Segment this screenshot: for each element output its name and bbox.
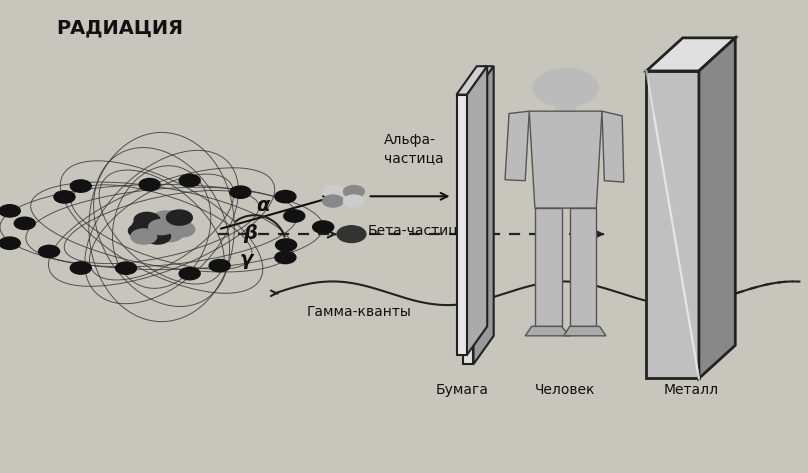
Circle shape [166,210,192,225]
Polygon shape [570,208,596,326]
Circle shape [157,227,183,242]
Circle shape [145,217,170,232]
Circle shape [343,195,364,207]
Circle shape [15,217,36,229]
Polygon shape [535,208,562,326]
Text: Бета-частица: Бета-частица [368,223,467,237]
Circle shape [169,222,195,237]
Bar [463,95,473,364]
Polygon shape [699,38,735,378]
Circle shape [276,239,297,251]
Circle shape [131,229,157,244]
Circle shape [0,205,20,217]
Text: α: α [256,196,269,215]
Polygon shape [646,38,735,71]
Bar [556,102,575,111]
Circle shape [322,195,343,207]
Circle shape [313,221,334,233]
Text: Металл: Металл [663,383,718,397]
Polygon shape [463,66,494,95]
Polygon shape [525,326,570,336]
Text: Гамма-кванты: Гамма-кванты [307,305,412,319]
Text: β: β [243,224,258,243]
Polygon shape [467,66,487,355]
Circle shape [533,69,598,106]
Circle shape [230,186,251,198]
Circle shape [165,216,191,231]
Circle shape [209,260,230,272]
Circle shape [337,226,366,243]
Circle shape [133,218,158,233]
Polygon shape [529,111,602,208]
Circle shape [141,225,166,240]
Polygon shape [602,111,624,182]
Circle shape [145,229,170,244]
Circle shape [116,262,137,274]
Circle shape [0,237,20,249]
Polygon shape [473,66,494,364]
Circle shape [275,251,296,263]
Circle shape [139,178,160,191]
Text: γ: γ [240,250,253,269]
Circle shape [149,219,175,235]
Circle shape [134,212,160,228]
Circle shape [161,211,187,226]
Circle shape [70,180,91,192]
Circle shape [128,223,154,238]
Bar [646,71,699,378]
Circle shape [179,175,200,187]
Circle shape [275,191,296,203]
Circle shape [179,267,200,280]
Text: Человек: Человек [536,383,595,397]
Circle shape [284,210,305,222]
Circle shape [39,245,60,258]
Polygon shape [564,326,606,336]
Polygon shape [505,111,529,181]
Bar [457,95,467,355]
Text: РАДИАЦИЯ: РАДИАЦИЯ [57,19,183,38]
Circle shape [343,185,364,198]
Polygon shape [457,66,487,95]
Circle shape [322,185,343,198]
Text: Бумага: Бумага [436,383,488,397]
Circle shape [70,262,91,274]
Text: Альфа-
частица: Альфа- частица [384,133,444,165]
Circle shape [153,211,179,226]
Circle shape [54,191,75,203]
